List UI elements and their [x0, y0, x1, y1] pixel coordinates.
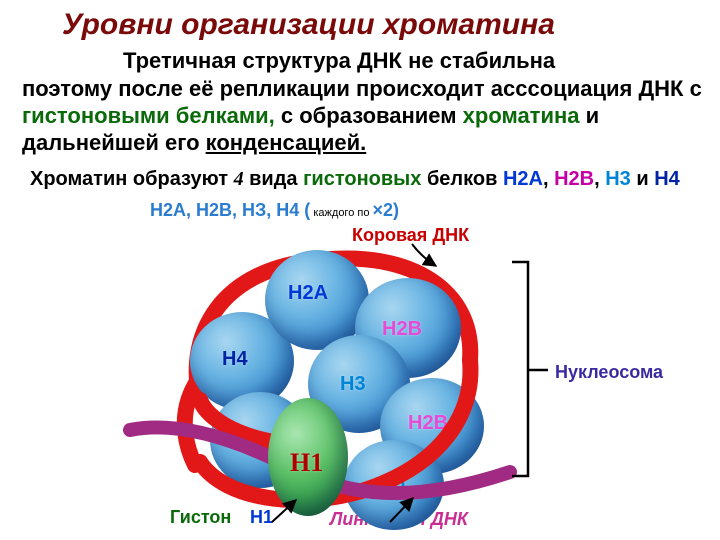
- subtitle-rest: структура ДНК не стабильна: [236, 48, 555, 73]
- histone-list-caption: Н2А, Н2В, НЗ, Н4 ( каждого по ×2): [150, 200, 399, 221]
- line3-c2: ,: [594, 168, 605, 190]
- core-dna-label: Коровая ДНК: [352, 225, 469, 246]
- histone-types-line: Хроматин образуют 4 вида гистоновых белк…: [30, 168, 680, 191]
- page-title: Уровни организации хроматина: [62, 8, 555, 42]
- histone-each: каждого по: [310, 207, 372, 219]
- para-p2: происходит асссоциация ДНК с: [350, 76, 702, 101]
- paragraph: поэтому после её репликации происходит а…: [22, 76, 702, 156]
- subtitle-line: Третичная структура ДНК не стабильна: [123, 48, 555, 74]
- histone-by2: ×2): [373, 200, 400, 220]
- giston-label: Гистон: [170, 507, 231, 528]
- para-histone: гистоновыми белками,: [22, 103, 275, 128]
- arrow-core-dna: [412, 244, 436, 266]
- line3-h2a: Н2А: [503, 168, 543, 190]
- line3-t2: вида: [244, 168, 304, 190]
- line3-four: 4: [234, 168, 244, 190]
- line3-chromatin: Хроматин: [30, 168, 127, 190]
- line3-t3: белков: [421, 168, 503, 190]
- line3-histone: гистоновых: [303, 168, 421, 190]
- histone-ball-H3-b: [344, 440, 444, 530]
- subtitle-emph: Третичная: [123, 48, 236, 73]
- line3-h2b: Н2В: [554, 168, 594, 190]
- line3-h3: Н3: [605, 168, 631, 190]
- histone-list: Н2А, Н2В, НЗ, Н4 (: [150, 200, 310, 220]
- nucleosome-bracket: [512, 262, 548, 476]
- h1-caption: Н1: [250, 507, 273, 528]
- nucleosome-label: Нуклеосома: [555, 362, 663, 383]
- line3-c1: ,: [543, 168, 554, 190]
- title-prefix: Уровни организации: [62, 8, 383, 41]
- histone-h1-ball: [268, 398, 348, 516]
- para-condens: конденсацией.: [206, 130, 367, 155]
- line3-and: и: [631, 168, 654, 190]
- line3-t1: образуют: [127, 168, 233, 190]
- title-emph: хроматина: [383, 8, 555, 41]
- line3-h4: Н4: [654, 168, 680, 190]
- para-replication: репликации: [220, 76, 350, 101]
- para-chromatin: хроматина: [463, 103, 580, 128]
- para-p3: с образованием: [275, 103, 463, 128]
- para-p1: поэтому после её: [22, 76, 220, 101]
